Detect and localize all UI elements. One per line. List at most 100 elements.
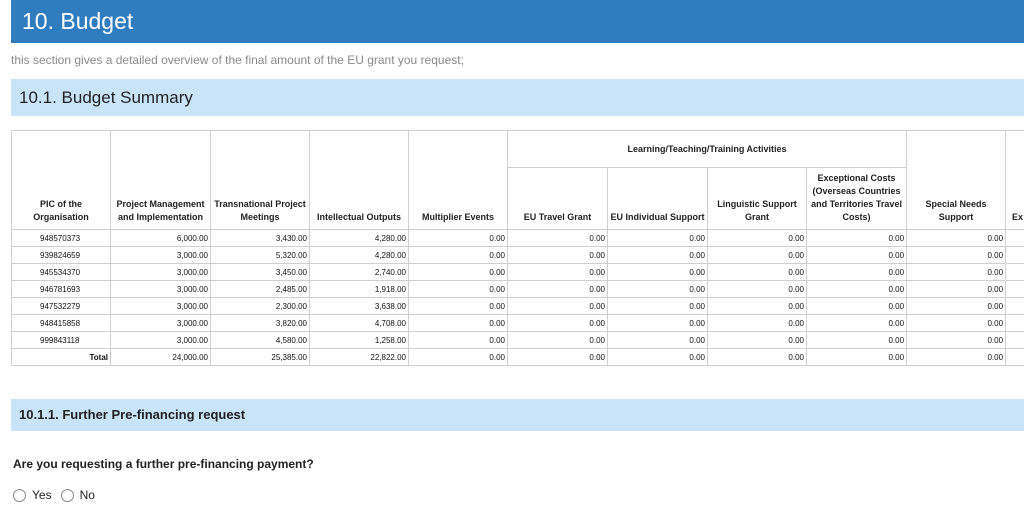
cell-indiv: 0.00: [607, 280, 708, 298]
cell-tpm: 3,450.00: [210, 263, 310, 281]
total-label: Total: [11, 348, 111, 366]
cell-indiv: 0.00: [607, 331, 708, 349]
header-multiplier-events: Multiplier Events: [408, 130, 508, 230]
cell-extra: [1005, 280, 1024, 298]
cell-indiv: 0.00: [607, 229, 708, 247]
header-intellectual-outputs: Intellectual Outputs: [309, 130, 409, 230]
cell-extra: [1005, 314, 1024, 332]
cell-tpm: 2,485.00: [210, 280, 310, 298]
header-project-management: Project Management and Implementation: [110, 130, 211, 230]
radio-no[interactable]: [60, 488, 74, 502]
cell-me: 0.00: [408, 331, 508, 349]
cell-travel: 0.00: [507, 263, 608, 281]
cell-tpm: 3,430.00: [210, 229, 310, 247]
cell-ling: 0.00: [707, 263, 807, 281]
header-extra-truncated: Ex: [1005, 130, 1024, 230]
total-io: 22,822.00: [309, 348, 409, 366]
cell-extra: [1005, 246, 1024, 264]
cell-tpm: 4,580.00: [210, 331, 310, 349]
cell-except: 0.00: [805, 246, 908, 264]
cell-pic: 945534370: [11, 263, 111, 281]
total-indiv: 0.00: [607, 348, 708, 366]
cell-me: 0.00: [408, 297, 508, 315]
cell-me: 0.00: [408, 314, 508, 332]
cell-pic: 946781693: [11, 280, 111, 298]
radio-yes[interactable]: [13, 488, 26, 502]
cell-ling: 0.00: [707, 280, 807, 298]
cell-extra: [1005, 331, 1024, 349]
table-row: 946781693 3,000.00 2,485.00 1,918.00 0.0…: [11, 280, 1024, 298]
cell-special: 0.00: [906, 229, 1007, 247]
cell-io: 2,740.00: [309, 263, 409, 281]
cell-travel: 0.00: [507, 280, 608, 298]
cell-travel: 0.00: [507, 314, 608, 332]
header-linguistic-support: Linguistic Support Grant: [707, 167, 807, 230]
cell-pm: 3,000.00: [110, 263, 211, 281]
cell-tpm: 3,820.00: [210, 314, 310, 332]
budget-summary-header: 10.1. Budget Summary: [11, 79, 1024, 116]
total-special: 0.00: [906, 348, 1007, 366]
header-ltt-group: Learning/Teaching/Training Activities: [506, 130, 908, 168]
cell-io: 1,258.00: [309, 331, 409, 349]
cell-me: 0.00: [408, 263, 508, 281]
section-title: 10. Budget: [22, 8, 134, 34]
cell-special: 0.00: [906, 297, 1007, 315]
prefinancing-title: 10.1.1. Further Pre-financing request: [19, 407, 246, 422]
header-eu-individual-support: EU Individual Support: [607, 167, 708, 230]
header-exceptional-costs: Exceptional Costs (Overseas Countries an…: [805, 167, 908, 230]
cell-except: 0.00: [805, 229, 908, 247]
cell-travel: 0.00: [507, 297, 608, 315]
total-except: 0.00: [805, 348, 908, 366]
cell-pic: 939824659: [11, 246, 111, 264]
cell-pic: 948415858: [11, 314, 111, 332]
total-pm: 24,000.00: [110, 348, 211, 366]
cell-ling: 0.00: [707, 331, 807, 349]
total-ling: 0.00: [707, 348, 807, 366]
cell-indiv: 0.00: [607, 314, 708, 332]
cell-indiv: 0.00: [607, 263, 708, 281]
cell-extra: [1005, 263, 1024, 281]
budget-table-container[interactable]: PIC of the Organisation Project Manageme…: [11, 130, 1024, 366]
header-special-needs: Special Needs Support: [906, 130, 1007, 230]
cell-indiv: 0.00: [607, 246, 708, 264]
cell-ling: 0.00: [707, 246, 807, 264]
cell-io: 1,918.00: [309, 280, 409, 298]
table-row: 999843118 3,000.00 4,580.00 1,258.00 0.0…: [11, 331, 1024, 349]
radio-yes-label[interactable]: Yes: [32, 488, 52, 502]
cell-tpm: 2,300.00: [210, 297, 310, 315]
cell-io: 3,638.00: [309, 297, 409, 315]
cell-pm: 6,000.00: [110, 229, 211, 247]
cell-ling: 0.00: [707, 229, 807, 247]
total-travel: 0.00: [507, 348, 608, 366]
table-row: 939824659 3,000.00 5,320.00 4,280.00 0.0…: [11, 246, 1024, 264]
cell-travel: 0.00: [507, 246, 608, 264]
cell-io: 4,280.00: [309, 229, 409, 247]
cell-ling: 0.00: [707, 297, 807, 315]
cell-pm: 3,000.00: [110, 246, 211, 264]
cell-special: 0.00: [906, 246, 1007, 264]
prefinancing-question: Are you requesting a further pre-financi…: [13, 457, 314, 471]
cell-special: 0.00: [906, 263, 1007, 281]
cell-me: 0.00: [408, 229, 508, 247]
cell-travel: 0.00: [507, 229, 608, 247]
cell-pic: 948570373: [11, 229, 111, 247]
cell-io: 4,280.00: [309, 246, 409, 264]
cell-pm: 3,000.00: [110, 331, 211, 349]
cell-me: 0.00: [408, 280, 508, 298]
prefinancing-radio-group: Yes No: [13, 488, 104, 502]
cell-pic: 947532279: [11, 297, 111, 315]
cell-pm: 3,000.00: [110, 280, 211, 298]
section-header: 10. Budget: [11, 0, 1024, 43]
cell-except: 0.00: [805, 263, 908, 281]
cell-travel: 0.00: [507, 331, 608, 349]
table-row: 945534370 3,000.00 3,450.00 2,740.00 0.0…: [11, 263, 1024, 281]
cell-pic: 999843118: [11, 331, 111, 349]
cell-pm: 3,000.00: [110, 314, 211, 332]
cell-indiv: 0.00: [607, 297, 708, 315]
total-me: 0.00: [408, 348, 508, 366]
table-row: 948570373 6,000.00 3,430.00 4,280.00 0.0…: [11, 229, 1024, 247]
cell-io: 4,708.00: [309, 314, 409, 332]
radio-no-label[interactable]: No: [79, 488, 95, 502]
cell-pm: 3,000.00: [110, 297, 211, 315]
cell-extra: [1005, 297, 1024, 315]
